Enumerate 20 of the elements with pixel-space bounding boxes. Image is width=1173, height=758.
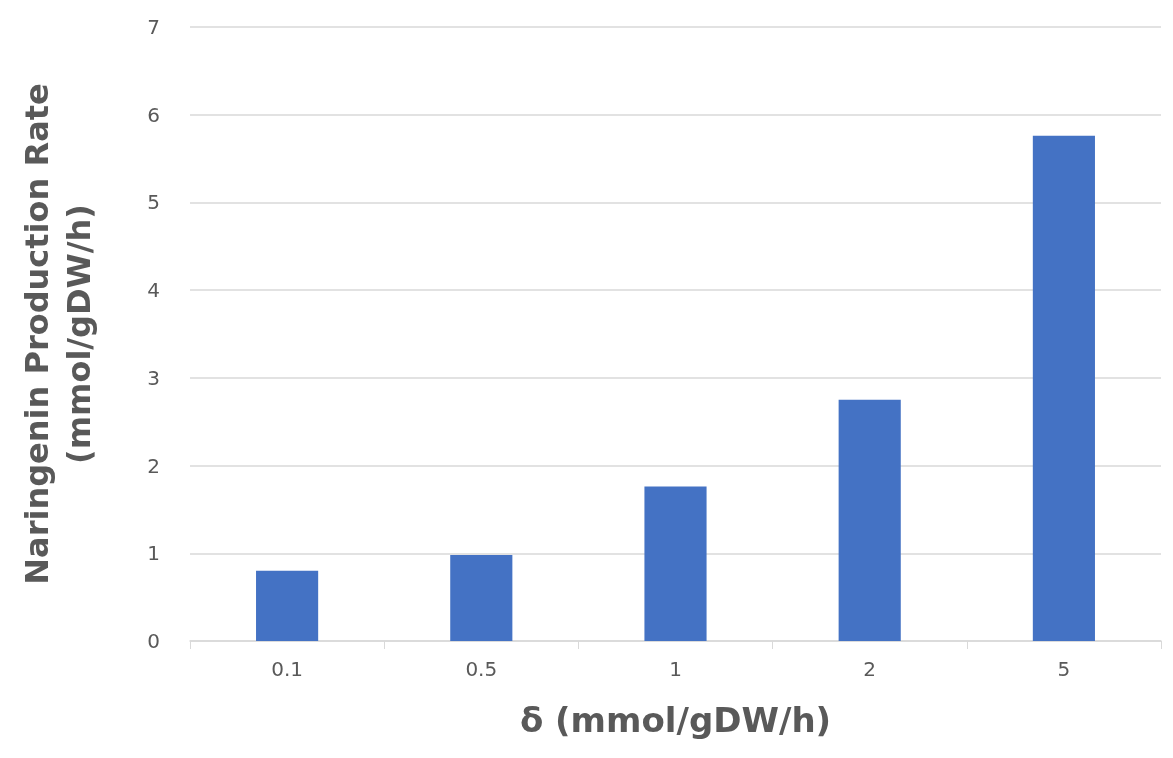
y-tick-label: 1 [147, 541, 160, 566]
x-tick-label: 5 [1057, 657, 1071, 681]
bar [450, 555, 513, 641]
x-axis-title: δ (mmol/gDW/h) [519, 700, 832, 740]
y-tick-label: 6 [147, 102, 160, 127]
y-axis-title: Naringenin Production Rate (mmol/gDW/h) [18, 83, 98, 585]
y-tick-label: 5 [147, 190, 160, 215]
y-tick-label: 3 [147, 365, 160, 390]
y-tick-label: 0 [147, 629, 160, 653]
x-tick-label: 1 [669, 657, 682, 681]
x-tick-label: 0.5 [465, 657, 498, 681]
x-tick-label: 2 [863, 657, 877, 681]
y-tick-label: 2 [147, 453, 160, 478]
bar [1032, 135, 1095, 641]
bar [838, 399, 901, 641]
bar [256, 570, 319, 641]
bar [644, 486, 707, 641]
y-tick-label: 4 [147, 278, 160, 303]
y-tick-label: 7 [147, 15, 160, 39]
x-tick-label: 0.1 [271, 657, 304, 681]
